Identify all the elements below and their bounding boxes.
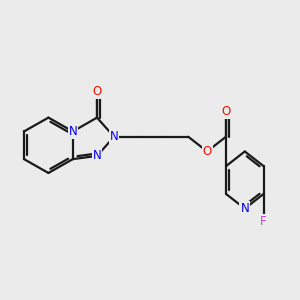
Text: N: N	[240, 202, 249, 215]
Text: F: F	[260, 215, 267, 228]
Text: N: N	[93, 149, 101, 162]
Text: N: N	[68, 125, 77, 138]
Text: N: N	[110, 130, 118, 143]
Text: O: O	[202, 145, 212, 158]
Text: O: O	[221, 105, 231, 118]
Text: O: O	[92, 85, 102, 98]
